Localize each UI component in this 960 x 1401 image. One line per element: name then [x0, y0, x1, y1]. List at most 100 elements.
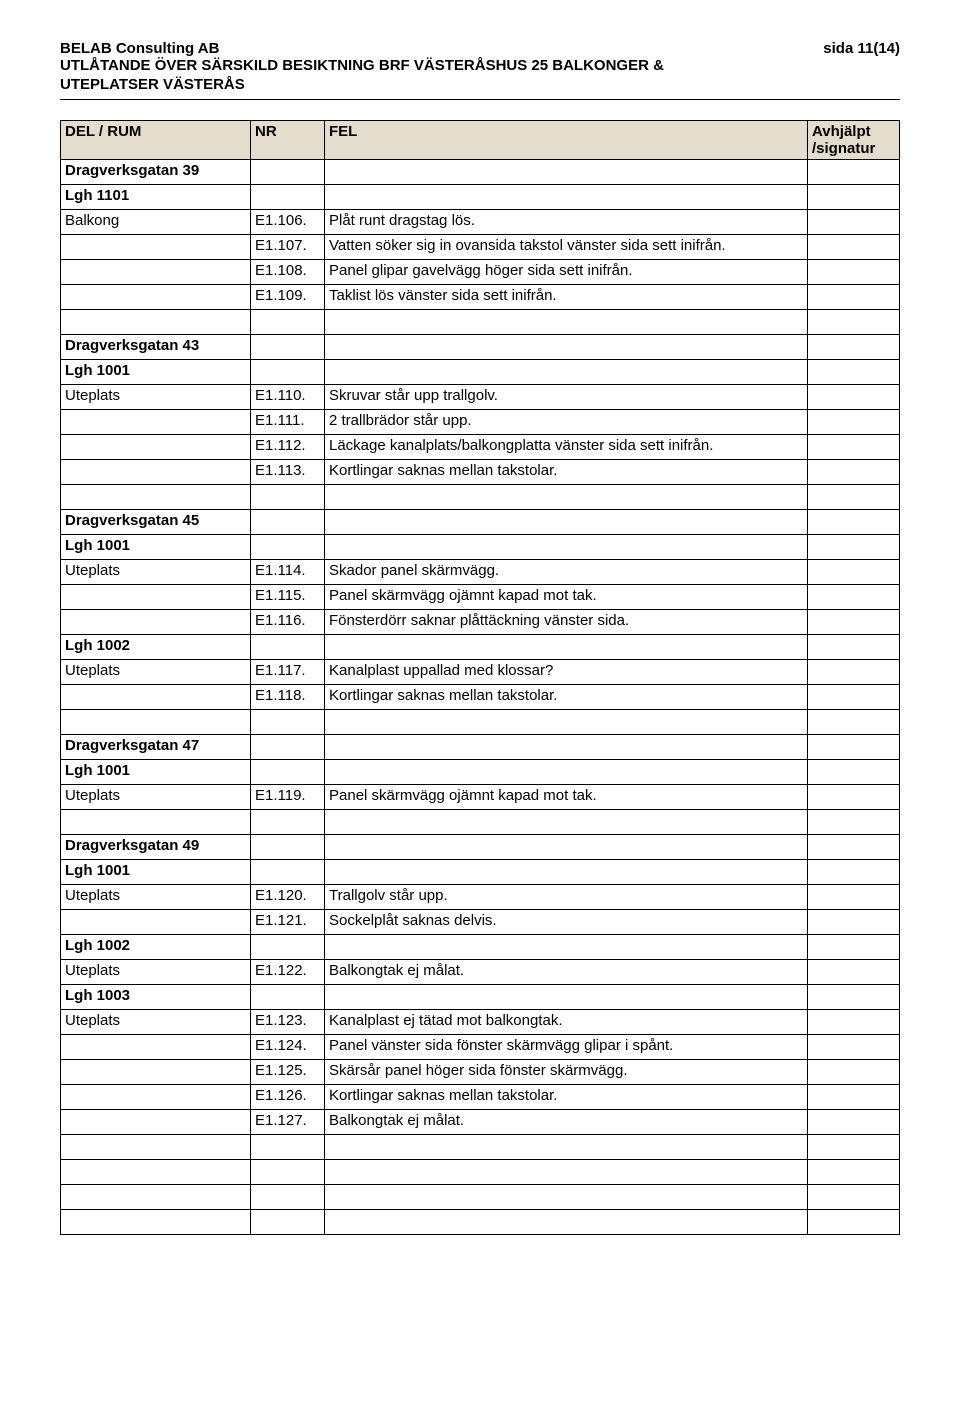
cell-fel	[325, 185, 808, 210]
table-row: UteplatsE1.117.Kanalplast uppallad med k…	[61, 660, 900, 685]
cell-del-rum	[61, 1110, 251, 1135]
cell-signature	[808, 1060, 900, 1085]
cell-signature	[808, 1010, 900, 1035]
cell-del-rum: Dragverksgatan 39	[61, 160, 251, 185]
cell-fel	[325, 1185, 808, 1210]
cell-nr	[251, 1135, 325, 1160]
cell-signature	[808, 460, 900, 485]
cell-signature	[808, 635, 900, 660]
cell-fel: Panel skärmvägg ojämnt kapad mot tak.	[325, 785, 808, 810]
cell-nr: E1.107.	[251, 235, 325, 260]
inspection-table: DEL / RUM NR FEL Avhjälpt /signatur Drag…	[60, 120, 900, 1235]
cell-nr	[251, 635, 325, 660]
table-row	[61, 1185, 900, 1210]
cell-del-rum: Dragverksgatan 47	[61, 735, 251, 760]
cell-del-rum: Balkong	[61, 210, 251, 235]
cell-nr: E1.115.	[251, 585, 325, 610]
cell-nr: E1.108.	[251, 260, 325, 285]
table-row: E1.116.Fönsterdörr saknar plåttäckning v…	[61, 610, 900, 635]
cell-del-rum: Uteplats	[61, 885, 251, 910]
cell-del-rum	[61, 1185, 251, 1210]
table-row: UteplatsE1.120.Trallgolv står upp.	[61, 885, 900, 910]
cell-nr	[251, 185, 325, 210]
table-row: UteplatsE1.119.Panel skärmvägg ojämnt ka…	[61, 785, 900, 810]
table-row: UteplatsE1.114.Skador panel skärmvägg.	[61, 560, 900, 585]
cell-fel: Skärsår panel höger sida fönster skärmvä…	[325, 1060, 808, 1085]
cell-del-rum: Uteplats	[61, 785, 251, 810]
cell-nr: E1.117.	[251, 660, 325, 685]
cell-signature	[808, 385, 900, 410]
cell-fel	[325, 1160, 808, 1185]
table-row: E1.126.Kortlingar saknas mellan takstola…	[61, 1085, 900, 1110]
cell-fel	[325, 485, 808, 510]
cell-fel	[325, 860, 808, 885]
cell-del-rum: Lgh 1001	[61, 760, 251, 785]
cell-nr: E1.114.	[251, 560, 325, 585]
cell-fel	[325, 1135, 808, 1160]
cell-nr	[251, 1160, 325, 1185]
cell-nr: E1.113.	[251, 460, 325, 485]
cell-fel	[325, 510, 808, 535]
col-avhjalpt: Avhjälpt /signatur	[808, 121, 900, 160]
cell-fel: Balkongtak ej målat.	[325, 960, 808, 985]
cell-del-rum: Lgh 1002	[61, 635, 251, 660]
table-row: Lgh 1001	[61, 760, 900, 785]
doc-title-2: UTEPLATSER VÄSTERÅS	[60, 76, 900, 93]
table-row: Lgh 1002	[61, 635, 900, 660]
cell-fel	[325, 810, 808, 835]
cell-nr	[251, 535, 325, 560]
cell-nr	[251, 835, 325, 860]
cell-signature	[808, 1210, 900, 1235]
cell-fel: Läckage kanalplats/balkongplatta vänster…	[325, 435, 808, 460]
cell-signature	[808, 735, 900, 760]
cell-nr: E1.125.	[251, 1060, 325, 1085]
cell-fel: Fönsterdörr saknar plåttäckning vänster …	[325, 610, 808, 635]
cell-signature	[808, 535, 900, 560]
cell-fel	[325, 360, 808, 385]
cell-signature	[808, 760, 900, 785]
table-row	[61, 810, 900, 835]
cell-del-rum: Lgh 1003	[61, 985, 251, 1010]
table-row: UteplatsE1.123.Kanalplast ej tätad mot b…	[61, 1010, 900, 1035]
cell-signature	[808, 410, 900, 435]
cell-nr: E1.121.	[251, 910, 325, 935]
cell-signature	[808, 485, 900, 510]
cell-nr	[251, 935, 325, 960]
cell-del-rum: Dragverksgatan 45	[61, 510, 251, 535]
table-row: E1.109.Taklist lös vänster sida sett ini…	[61, 285, 900, 310]
cell-fel: Sockelplåt saknas delvis.	[325, 910, 808, 935]
cell-del-rum: Lgh 1002	[61, 935, 251, 960]
table-row	[61, 310, 900, 335]
cell-fel	[325, 335, 808, 360]
cell-del-rum: Lgh 1001	[61, 535, 251, 560]
cell-nr	[251, 985, 325, 1010]
table-row: Dragverksgatan 49	[61, 835, 900, 860]
cell-fel: Kortlingar saknas mellan takstolar.	[325, 685, 808, 710]
cell-nr: E1.112.	[251, 435, 325, 460]
cell-del-rum	[61, 285, 251, 310]
cell-fel	[325, 1210, 808, 1235]
table-row: Dragverksgatan 45	[61, 510, 900, 535]
cell-fel	[325, 935, 808, 960]
cell-del-rum: Uteplats	[61, 1010, 251, 1035]
table-row	[61, 710, 900, 735]
cell-fel	[325, 635, 808, 660]
cell-del-rum	[61, 485, 251, 510]
cell-del-rum: Lgh 1101	[61, 185, 251, 210]
cell-nr	[251, 310, 325, 335]
cell-fel: Panel vänster sida fönster skärmvägg gli…	[325, 1035, 808, 1060]
cell-del-rum: Lgh 1001	[61, 360, 251, 385]
col-nr: NR	[251, 121, 325, 160]
table-row	[61, 485, 900, 510]
cell-fel: 2 trallbrädor står upp.	[325, 410, 808, 435]
cell-del-rum	[61, 1060, 251, 1085]
cell-nr	[251, 360, 325, 385]
cell-del-rum	[61, 710, 251, 735]
table-row: E1.115.Panel skärmvägg ojämnt kapad mot …	[61, 585, 900, 610]
cell-signature	[808, 235, 900, 260]
cell-del-rum	[61, 1135, 251, 1160]
cell-del-rum: Uteplats	[61, 560, 251, 585]
cell-nr	[251, 735, 325, 760]
table-row: Lgh 1002	[61, 935, 900, 960]
cell-fel: Kanalplast ej tätad mot balkongtak.	[325, 1010, 808, 1035]
